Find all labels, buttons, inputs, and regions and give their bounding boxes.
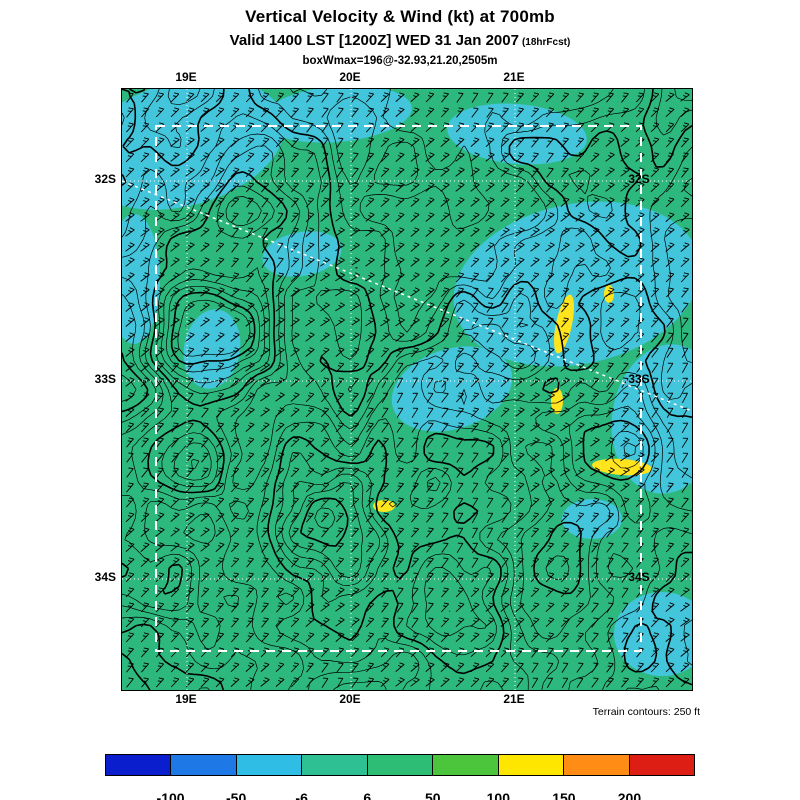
- colorbar-segment: [432, 755, 498, 775]
- lon-label-top: 20E: [339, 70, 361, 84]
- wmax-annotation: boxWmax=196@-32.93,21.20,2505m: [302, 55, 498, 67]
- colorbar-segment: [106, 755, 171, 775]
- colorbar-segment: [628, 755, 694, 775]
- colorbar-tick-label: -100: [156, 790, 185, 800]
- valid-time-text: Valid 1400 LST [1200Z] WED 31 Jan 2007: [229, 32, 519, 49]
- terrain-contours-note: Terrain contours: 250 ft: [592, 706, 700, 718]
- lat-label-right: 34S: [628, 570, 650, 584]
- colorbar-tick-label: 100: [486, 790, 511, 800]
- lon-label-top: 21E: [503, 70, 525, 84]
- colorbar-segment: [366, 755, 433, 775]
- colorbar: [105, 754, 695, 776]
- colorbar-segment: [301, 755, 367, 775]
- colorbar-tick-label: 150: [552, 790, 576, 800]
- colorbar-tick-label: 200: [617, 790, 642, 800]
- map-canvas: [121, 88, 693, 691]
- colorbar-segment: [563, 755, 629, 775]
- forecast-hour-tag: (18hrFcst): [521, 37, 571, 48]
- colorbar-segment: [235, 755, 302, 775]
- lat-label-left: 32S: [94, 172, 116, 186]
- colorbar-segment: [170, 755, 236, 775]
- lat-label-right: 33S: [628, 372, 650, 386]
- chart-title: Vertical Velocity & Wind (kt) at 700mb: [245, 7, 555, 26]
- lat-label-left: 33S: [94, 372, 116, 386]
- colorbar-tick-label: -50: [225, 790, 247, 800]
- lat-label-left: 34S: [94, 570, 116, 584]
- colorbar-tick-label: -6: [295, 790, 308, 800]
- lon-label-bottom: 20E: [339, 692, 361, 706]
- lon-label-top: 19E: [175, 70, 197, 84]
- colorbar-segment: [497, 755, 564, 775]
- lon-label-bottom: 21E: [503, 692, 525, 706]
- valid-time-line: Valid 1400 LST [1200Z] WED 31 Jan 2007 (1…: [0, 32, 800, 49]
- colorbar-tick-label: 50: [424, 790, 441, 800]
- colorbar-tick-label: 6: [363, 790, 372, 800]
- lat-label-right: 32S: [628, 172, 650, 186]
- lon-label-bottom: 19E: [175, 692, 197, 706]
